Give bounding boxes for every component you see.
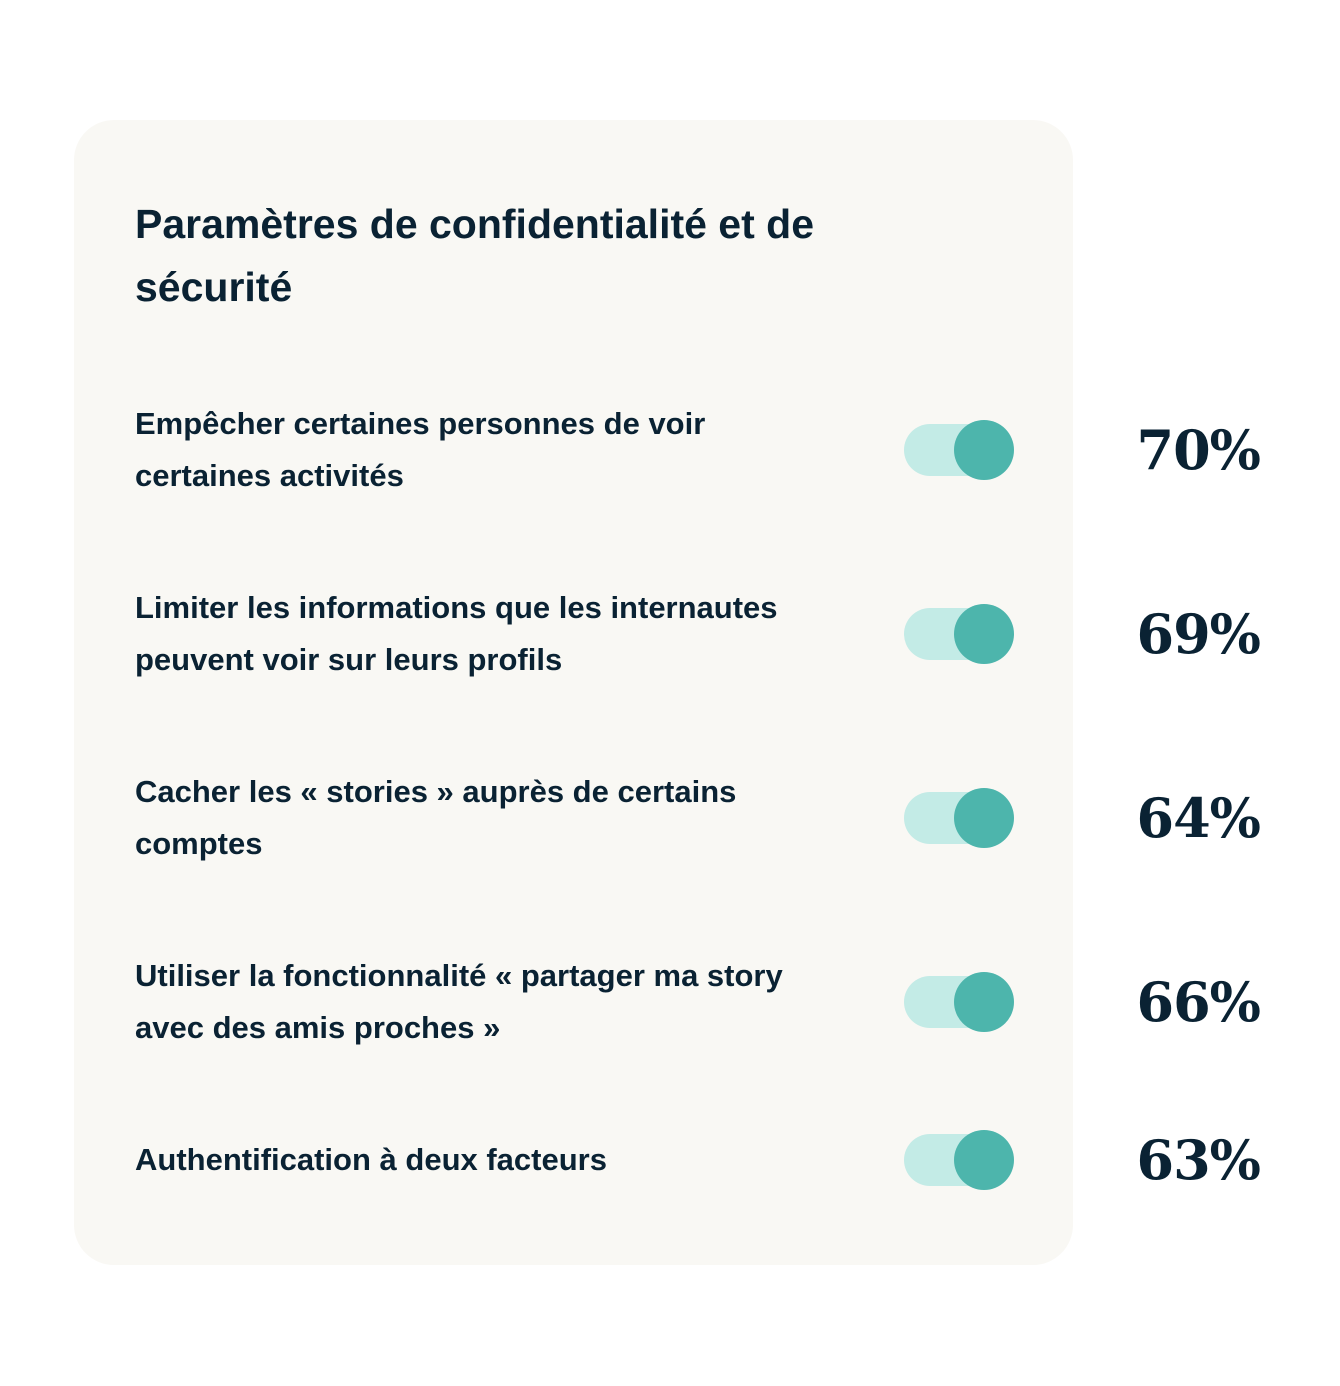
percent-value: 63% <box>1136 1128 1261 1192</box>
percent-value: 69% <box>1136 602 1261 666</box>
percent-value: 66% <box>1136 970 1261 1034</box>
setting-label: Utiliser la fonctionnalité « partager ma… <box>135 958 783 1045</box>
setting-label: Cacher les « stories » auprès de certain… <box>135 774 737 861</box>
setting-label: Limiter les informations que les interna… <box>135 590 778 677</box>
toggle-knob <box>954 1130 1014 1190</box>
setting-toggle[interactable] <box>904 604 1014 664</box>
setting-toggle[interactable] <box>904 1130 1014 1190</box>
percent-value: 64% <box>1136 786 1261 850</box>
toggle-knob <box>954 604 1014 664</box>
setting-label: Authentification à deux facteurs <box>135 1142 607 1177</box>
toggle-knob <box>954 788 1014 848</box>
percent-value: 70% <box>1136 418 1261 482</box>
setting-toggle[interactable] <box>904 972 1014 1032</box>
setting-label: Empêcher certaines personnes de voir cer… <box>135 406 706 493</box>
settings-card <box>74 120 1073 1265</box>
page-title: Paramètres de confidentialité et de sécu… <box>135 201 815 310</box>
toggle-knob <box>954 972 1014 1032</box>
setting-toggle[interactable] <box>904 788 1014 848</box>
setting-toggle[interactable] <box>904 420 1014 480</box>
toggle-knob <box>954 420 1014 480</box>
